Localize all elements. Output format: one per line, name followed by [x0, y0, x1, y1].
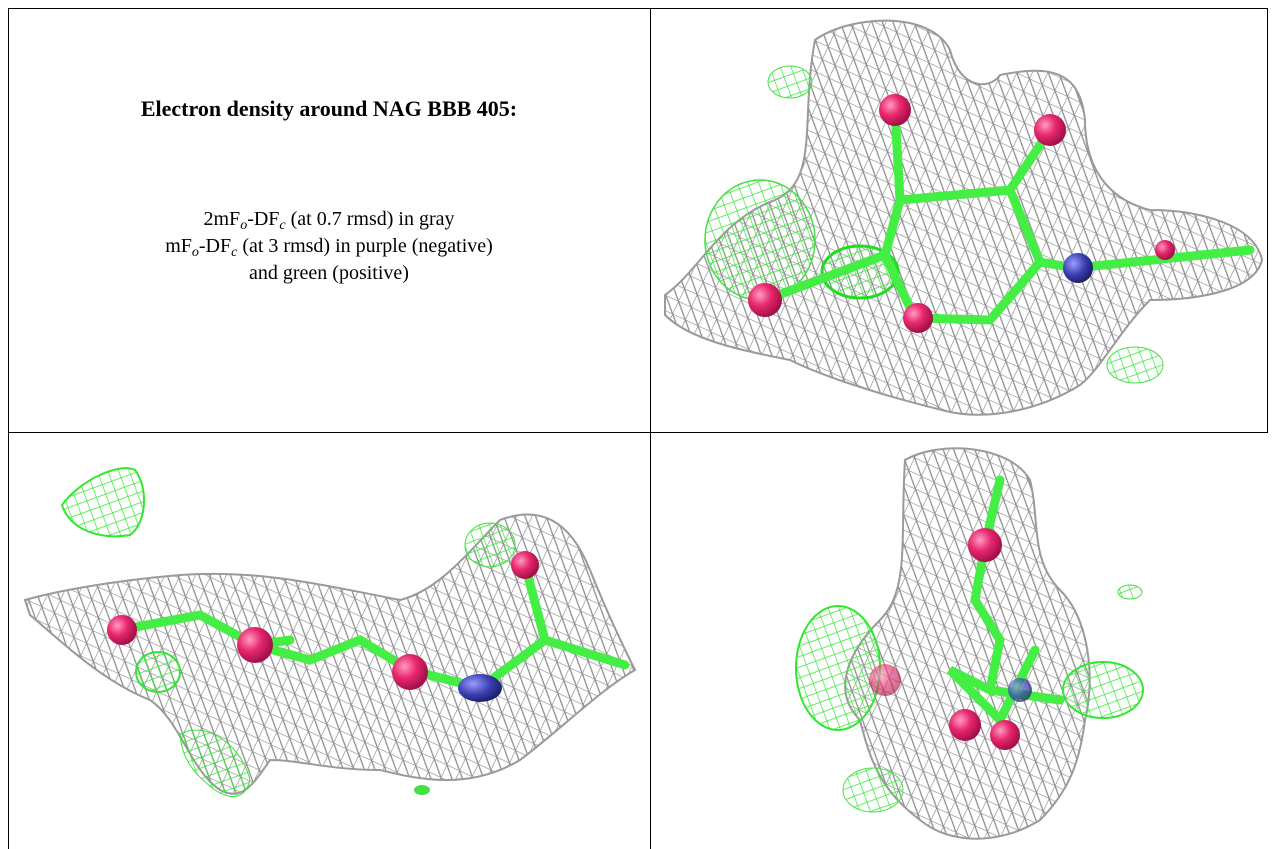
oxygen-atom — [990, 720, 1020, 750]
oxygen-atom — [879, 94, 911, 126]
nitrogen-atom — [1063, 253, 1093, 283]
nitrogen-atom — [1008, 678, 1032, 702]
green-mesh — [414, 785, 430, 795]
green-mesh — [843, 768, 903, 812]
green-mesh — [62, 468, 144, 536]
figure-grid — [0, 0, 1276, 849]
green-mesh — [1118, 585, 1142, 599]
oxygen-atom — [748, 283, 782, 317]
caption-line: and green (positive) — [8, 260, 650, 287]
caption-text: mF — [165, 235, 192, 257]
subscript: o — [192, 245, 199, 260]
figure-title: Electron density around NAG BBB 405: — [8, 96, 650, 122]
caption-text: -DF — [199, 235, 231, 257]
caption-text: -DF — [247, 208, 279, 230]
density-view-3 — [796, 448, 1143, 838]
oxygen-atom — [968, 528, 1002, 562]
oxygen-atom — [511, 551, 539, 579]
green-mesh — [705, 180, 815, 300]
caption-line: mFo-DFc (at 3 rmsd) in purple (negative) — [8, 233, 650, 260]
oxygen-atom — [237, 627, 273, 663]
oxygen-atom — [903, 303, 933, 333]
caption-text: 2mF — [204, 208, 241, 230]
caption-text: and green (positive) — [249, 262, 409, 284]
figure-page: Electron density around NAG BBB 405: 2mF… — [0, 0, 1276, 849]
green-mesh — [136, 652, 180, 692]
green-mesh — [465, 523, 515, 567]
oxygen-atom — [1034, 114, 1066, 146]
oxygen-atom — [949, 709, 981, 741]
caption-line: 2mFo-DFc (at 0.7 rmsd) in gray — [8, 206, 650, 233]
nitrogen-atom — [458, 674, 502, 702]
green-mesh — [1063, 662, 1143, 718]
density-view-1 — [665, 21, 1262, 415]
oxygen-atom — [869, 664, 901, 696]
caption-text: (at 3 rmsd) in purple (negative) — [237, 235, 492, 257]
green-mesh — [1107, 347, 1163, 383]
green-mesh — [796, 606, 880, 730]
oxygen-atom — [107, 615, 137, 645]
caption-text: (at 0.7 rmsd) in gray — [286, 208, 455, 230]
green-mesh — [768, 66, 812, 98]
oxygen-atom — [1155, 240, 1175, 260]
oxygen-atom — [392, 654, 428, 690]
density-view-2 — [25, 468, 635, 796]
